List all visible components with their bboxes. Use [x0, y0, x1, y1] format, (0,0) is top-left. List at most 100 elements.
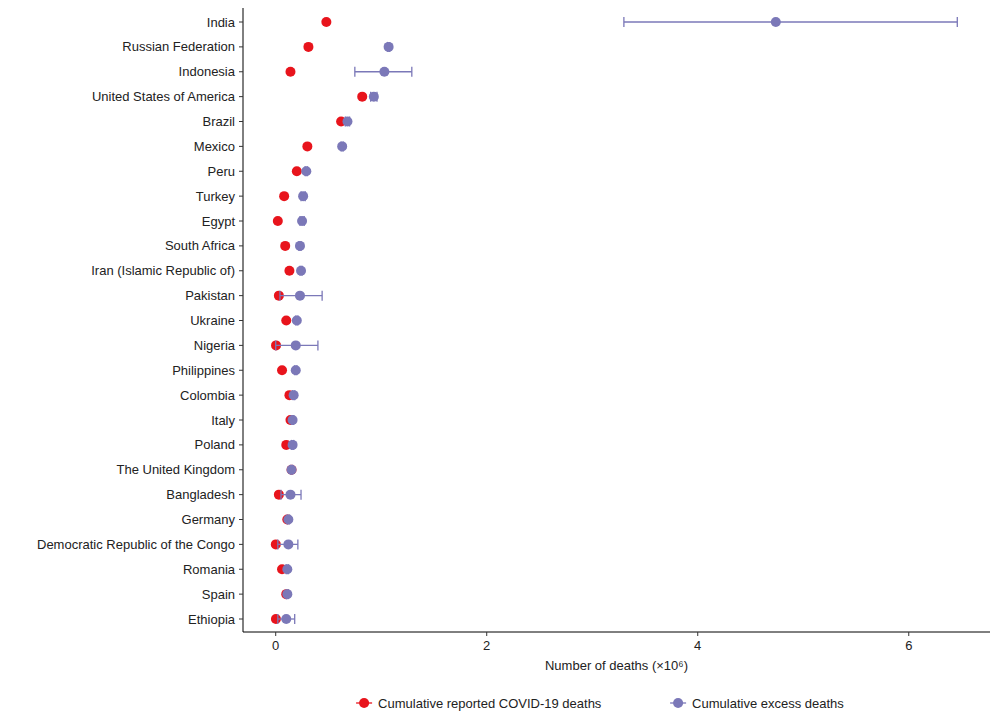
series — [271, 17, 367, 624]
dot — [280, 241, 290, 251]
error-bar-cap — [275, 340, 276, 350]
y-tick-label: Democratic Republic of the Congo — [37, 537, 235, 552]
x-tick — [697, 632, 698, 636]
dot — [281, 614, 291, 624]
error-bar — [280, 291, 322, 301]
x-axis-label: Number of deaths (×10⁶) — [545, 658, 688, 673]
error-bar-cap — [277, 539, 278, 549]
dot — [284, 266, 294, 276]
y-tick-label: Pakistan — [185, 288, 235, 303]
y-tick — [239, 121, 243, 122]
y-tick — [239, 544, 243, 545]
error-bar-cap — [354, 67, 355, 77]
y-tick-label: Nigeria — [194, 338, 236, 353]
legend-item: Cumulative reported COVID-19 deaths — [356, 696, 602, 711]
marks — [271, 17, 957, 624]
error-bar-cap — [277, 614, 278, 624]
y-tick-label: Ethiopia — [188, 612, 236, 627]
dot — [291, 365, 301, 375]
y-tick — [239, 295, 243, 296]
dot — [296, 266, 306, 276]
y-tick — [239, 370, 243, 371]
y-tick-label: Philippines — [172, 363, 235, 378]
error-bar-cap — [623, 17, 624, 27]
y-tick-label: Italy — [211, 413, 235, 428]
error-bar-cap — [317, 340, 318, 350]
y-tick — [239, 221, 243, 222]
y-tick — [239, 270, 243, 271]
dot — [295, 241, 305, 251]
y-tick — [239, 569, 243, 570]
dot — [771, 17, 781, 27]
y-tick-label: Peru — [208, 164, 235, 179]
y-tick-label: Ukraine — [190, 313, 235, 328]
legend-label: Cumulative excess deaths — [692, 696, 844, 711]
y-tick — [239, 146, 243, 147]
y-tick-label: Germany — [182, 512, 236, 527]
y-tick-label: Russian Federation — [122, 39, 235, 54]
y-tick-label: Poland — [195, 437, 235, 452]
y-tick-label: Egypt — [202, 214, 236, 229]
dot — [384, 42, 394, 52]
y-tick — [239, 71, 243, 72]
y-tick — [239, 444, 243, 445]
y-tick — [239, 345, 243, 346]
dot — [301, 166, 311, 176]
y-tick — [239, 245, 243, 246]
x-tick-label: 6 — [905, 638, 912, 653]
error-bar — [278, 539, 298, 549]
dot — [277, 365, 287, 375]
x-tick — [275, 632, 276, 636]
dot — [281, 316, 291, 326]
y-tick — [239, 420, 243, 421]
y-tick-label: Bangladesh — [166, 487, 235, 502]
dot — [291, 340, 301, 350]
error-bar-cap — [280, 490, 281, 500]
dot — [379, 67, 389, 77]
error-bar-cap — [294, 614, 295, 624]
y-tick — [239, 469, 243, 470]
dot — [298, 191, 308, 201]
dot — [273, 216, 283, 226]
y-tick-label: India — [207, 15, 236, 30]
error-bar — [355, 67, 412, 77]
dot — [282, 589, 292, 599]
dot — [285, 67, 295, 77]
y-tick — [239, 619, 243, 620]
x-tick-label: 2 — [483, 638, 490, 653]
dot — [342, 117, 352, 127]
dot — [357, 92, 367, 102]
legend-item: Cumulative excess deaths — [670, 696, 844, 711]
y-tick-label: Mexico — [194, 139, 235, 154]
y-tick — [239, 171, 243, 172]
y-tick-label: Turkey — [196, 189, 236, 204]
y-tick — [239, 594, 243, 595]
dot — [288, 440, 298, 450]
legend-marker — [359, 698, 369, 708]
dot — [283, 515, 293, 525]
dot — [287, 465, 297, 475]
dot — [287, 465, 297, 475]
y-tick-label: South Africa — [165, 238, 236, 253]
dot — [302, 141, 312, 151]
error-bar — [278, 614, 295, 624]
dot — [289, 390, 299, 400]
x-tick-label: 0 — [272, 638, 279, 653]
dot — [282, 564, 292, 574]
x-tick — [486, 632, 487, 636]
dot — [303, 42, 313, 52]
y-tick — [239, 196, 243, 197]
y-tick — [239, 46, 243, 47]
x-tick — [908, 632, 909, 636]
y-tick-label: Spain — [202, 587, 235, 602]
chart: IndiaRussian FederationIndonesiaUnited S… — [0, 0, 999, 720]
y-tick-label: Iran (Islamic Republic of) — [91, 263, 235, 278]
y-tick-label: The United Kingdom — [116, 462, 235, 477]
error-bar-cap — [300, 490, 301, 500]
dot — [292, 316, 302, 326]
dot — [337, 141, 347, 151]
dot — [295, 291, 305, 301]
axes: IndiaRussian FederationIndonesiaUnited S… — [37, 8, 990, 653]
legend-label: Cumulative reported COVID-19 deaths — [378, 696, 602, 711]
y-tick — [239, 494, 243, 495]
